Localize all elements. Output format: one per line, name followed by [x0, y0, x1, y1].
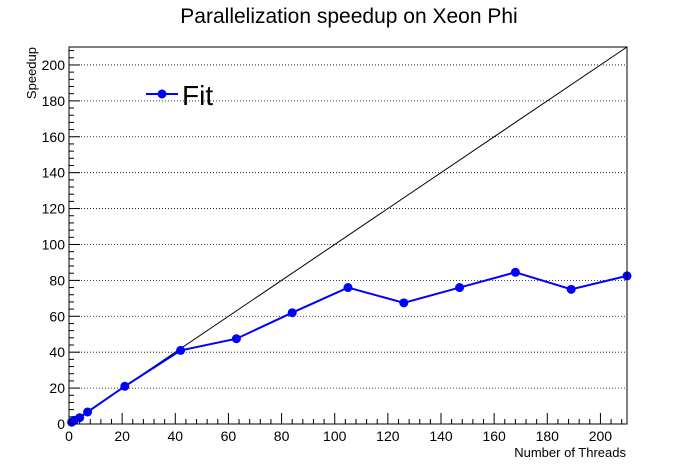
legend-label: Fit [182, 80, 213, 111]
y-tick-label: 160 [42, 129, 66, 145]
x-tick-label: 140 [429, 428, 453, 444]
chart-title: Parallelization speedup on Xeon Phi [180, 5, 517, 28]
x-axis-label: Number of Threads [514, 445, 626, 460]
y-tick-label: 100 [42, 236, 66, 252]
y-axis: 0 20 40 60 80 100 120 140 160 180 200 [42, 50, 80, 432]
fit-data-point [176, 345, 186, 355]
y-tick-label: 200 [42, 57, 66, 73]
x-tick-label: 160 [482, 428, 506, 444]
series-layer [67, 267, 632, 427]
x-tick-label: 180 [536, 428, 560, 444]
y-tick-label: 180 [42, 93, 66, 109]
legend: Fit [146, 80, 213, 111]
x-tick-label: 60 [221, 428, 237, 444]
x-tick-label: 200 [589, 428, 613, 444]
fit-data-point [231, 334, 241, 344]
y-tick-label: 40 [49, 344, 65, 360]
x-tick-label: 100 [323, 428, 347, 444]
fit-data-point [566, 284, 576, 294]
fit-data-point [75, 413, 85, 423]
y-tick-label: 0 [57, 416, 65, 432]
fit-series-line [71, 271, 628, 424]
y-tick-label: 120 [42, 201, 66, 217]
y-tick-label: 60 [49, 308, 65, 324]
y-tick-label: 140 [42, 165, 66, 181]
y-tick-label: 80 [49, 272, 65, 288]
fit-data-point [83, 407, 93, 417]
fit-data-point [399, 298, 409, 308]
legend-marker [157, 89, 167, 99]
y-axis-label: Speedup [24, 47, 39, 99]
fit-data-point [120, 381, 130, 391]
x-tick-label: 40 [167, 428, 183, 444]
plot-frame [68, 46, 628, 425]
ideal-speedup-segment [68, 46, 628, 425]
x-axis: 0 20 40 60 80 100 120 140 160 180 200 [65, 413, 623, 444]
x-tick-label: 0 [65, 428, 73, 444]
fit-data-point [510, 267, 520, 277]
grid-lines [69, 64, 627, 389]
x-tick-label: 120 [376, 428, 400, 444]
fit-data-point [287, 308, 297, 318]
y-tick-label: 20 [49, 380, 65, 396]
fit-data-point [455, 283, 465, 293]
fit-data-point [343, 283, 353, 293]
ideal-speedup-line [68, 46, 628, 425]
x-tick-label: 80 [274, 428, 290, 444]
x-tick-label: 20 [114, 428, 130, 444]
